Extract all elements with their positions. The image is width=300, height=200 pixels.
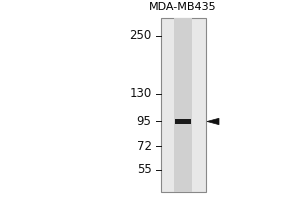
Bar <box>174 18 192 192</box>
Text: 250: 250 <box>129 29 152 42</box>
Text: 55: 55 <box>137 163 152 176</box>
Text: 95: 95 <box>136 115 152 128</box>
Bar <box>175 119 191 124</box>
Bar <box>160 18 206 192</box>
Text: 130: 130 <box>129 87 152 100</box>
Text: 72: 72 <box>136 140 152 153</box>
Polygon shape <box>207 118 219 125</box>
Text: MDA-MB435: MDA-MB435 <box>149 2 217 12</box>
